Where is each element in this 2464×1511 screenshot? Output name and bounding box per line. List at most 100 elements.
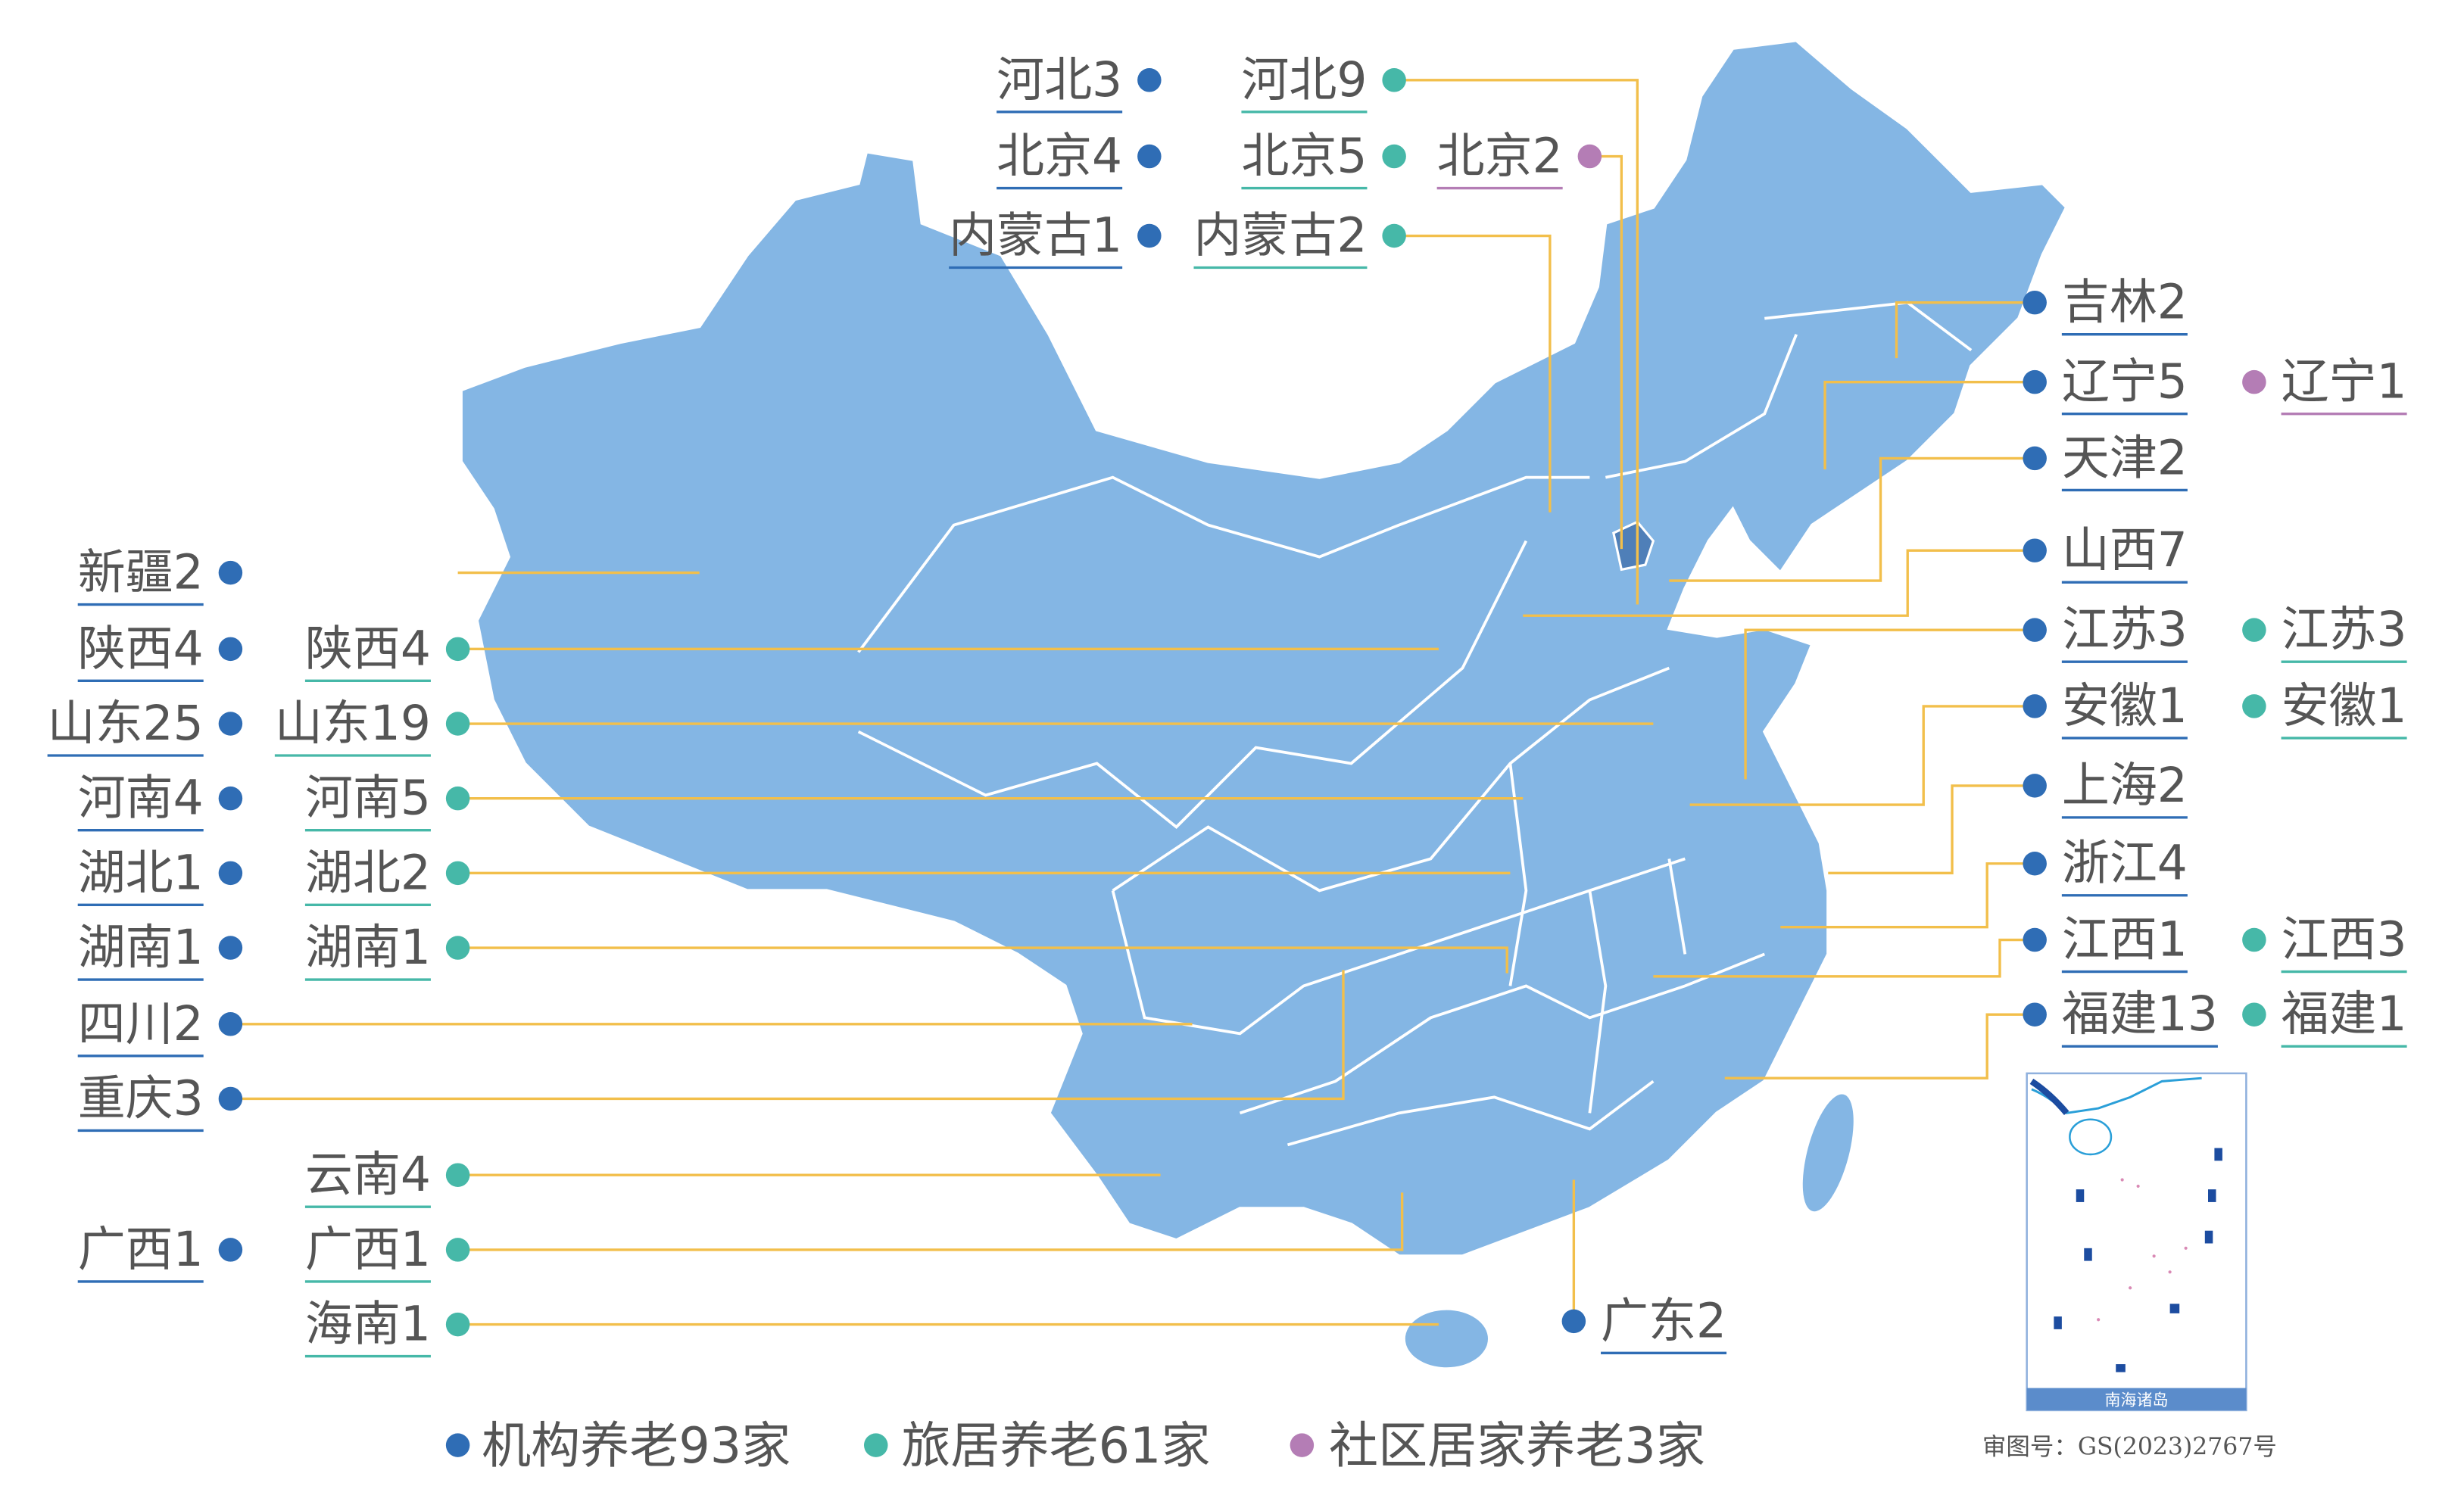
province-label: 河北3 <box>997 52 1162 114</box>
province-label: 陕西4 <box>305 621 470 683</box>
province-label: 浙江4 <box>2023 836 2188 897</box>
province-label: 湖北1 <box>77 845 243 907</box>
leader-line <box>1828 784 2035 875</box>
legend-dot <box>863 1433 888 1457</box>
taiwan-island <box>1802 1094 1854 1212</box>
inset-title-band <box>2026 1388 2247 1410</box>
province-label: 福建1 <box>2242 986 2407 1048</box>
category-dot <box>445 786 470 811</box>
category-dot <box>2023 927 2047 952</box>
label-text: 四川2 <box>78 996 204 1051</box>
label-text: 广西1 <box>305 1222 431 1277</box>
label-text: 安徽1 <box>2282 678 2407 734</box>
label-text: 河北3 <box>997 52 1122 107</box>
category-dot <box>2242 369 2266 394</box>
category-dot <box>2242 1002 2266 1027</box>
category-dot <box>2023 290 2047 315</box>
province-label: 内蒙古1 <box>949 208 1162 269</box>
province-label: 上海2 <box>2023 758 2188 819</box>
label-text: 河北9 <box>1241 52 1367 107</box>
leader-line <box>457 946 1508 974</box>
label-text: 广东2 <box>1601 1293 1726 1348</box>
province-label: 福建13 <box>2023 986 2218 1048</box>
province-label: 广西1 <box>77 1222 243 1283</box>
label-text: 云南4 <box>305 1147 431 1202</box>
label-text: 江苏3 <box>2062 602 2188 657</box>
province-label: 广西1 <box>305 1222 470 1283</box>
category-dot <box>1382 144 1406 169</box>
province-label: 吉林2 <box>2023 275 2188 336</box>
province-label: 北京5 <box>1241 129 1406 190</box>
category-dot <box>2023 852 2047 876</box>
category-dot <box>1137 68 1162 92</box>
province-label: 安徽1 <box>2023 678 2188 740</box>
label-text: 山东19 <box>275 696 431 751</box>
label-text: 天津2 <box>2062 430 2188 485</box>
label-text: 内蒙古1 <box>949 208 1122 263</box>
label-text: 吉林2 <box>2062 275 2188 330</box>
province-label: 重庆3 <box>77 1070 243 1132</box>
label-text: 江西1 <box>2062 912 2188 967</box>
province-label: 海南1 <box>305 1297 470 1358</box>
label-text: 河南5 <box>305 771 431 826</box>
legend-item: 社区居家养老3家 <box>1290 1418 1705 1475</box>
category-dot <box>2023 369 2047 394</box>
label-text: 新疆2 <box>78 545 204 600</box>
legend-label: 旅居养老61家 <box>901 1418 1210 1475</box>
category-dot <box>2023 618 2047 642</box>
legend-label: 社区居家养老3家 <box>1329 1418 1705 1475</box>
category-dot <box>1577 144 1602 169</box>
province-label: 河南4 <box>77 771 243 832</box>
province-label: 湖南1 <box>77 920 243 981</box>
province-label: 江西1 <box>2023 912 2188 974</box>
category-dot <box>218 861 243 886</box>
label-text: 湖南1 <box>78 920 204 975</box>
category-dot <box>1561 1309 1586 1334</box>
label-text: 安徽1 <box>2062 678 2188 734</box>
category-dot <box>218 936 243 960</box>
province-label: 江苏3 <box>2242 602 2407 663</box>
province-label: 北京4 <box>997 129 1162 190</box>
category-dot <box>445 861 470 886</box>
leader-line <box>457 1192 1404 1251</box>
label-text: 辽宁5 <box>2062 354 2188 410</box>
province-label: 广东2 <box>1561 1293 1727 1355</box>
category-dot <box>445 637 470 662</box>
province-label: 云南4 <box>305 1147 470 1208</box>
province-label: 安徽1 <box>2242 678 2407 740</box>
province-labels: 河北3 北京4 内蒙古1 河北9 北京5 内蒙古2 北京2 吉林2 辽宁5 辽宁1 天津2 山西7 江苏… <box>47 52 2407 1358</box>
province-label: 湖北2 <box>305 845 470 907</box>
label-text: 江西3 <box>2282 912 2407 967</box>
leader-line <box>1394 79 1639 605</box>
label-text: 北京4 <box>997 129 1122 184</box>
leader-line <box>1724 1013 2035 1080</box>
label-text: 山东25 <box>48 696 204 751</box>
category-dot <box>2023 538 2047 562</box>
leader-line <box>1523 549 2035 617</box>
category-dot <box>1137 223 1162 248</box>
leader-line <box>1823 380 2035 470</box>
category-dot <box>2242 694 2266 718</box>
province-label: 山西7 <box>2023 522 2188 584</box>
province-label: 四川2 <box>77 996 243 1058</box>
legend-item: 机构养老93家 <box>445 1418 791 1475</box>
inset-title: 南海诸岛 <box>2105 1391 2169 1410</box>
category-dot <box>2242 927 2266 952</box>
label-text: 北京2 <box>1437 129 1563 184</box>
label-text: 江苏3 <box>2282 602 2407 657</box>
province-label: 江西3 <box>2242 912 2407 974</box>
category-dot <box>445 712 470 736</box>
label-text: 福建1 <box>2282 986 2407 1042</box>
category-dot <box>2023 1002 2047 1027</box>
province-label: 天津2 <box>2023 430 2188 492</box>
label-text: 北京5 <box>1241 129 1367 184</box>
label-text: 海南1 <box>305 1297 431 1352</box>
label-text: 辽宁1 <box>2282 354 2407 410</box>
leader-line <box>1689 705 2035 806</box>
label-text: 湖北2 <box>305 845 431 900</box>
legend: 机构养老93家 旅居养老61家 社区居家养老3家 <box>445 1418 1705 1475</box>
province-label: 河南5 <box>305 771 470 832</box>
label-text: 湖北1 <box>78 845 204 900</box>
label-text: 内蒙古2 <box>1193 208 1367 263</box>
leader-line <box>1653 938 2035 978</box>
